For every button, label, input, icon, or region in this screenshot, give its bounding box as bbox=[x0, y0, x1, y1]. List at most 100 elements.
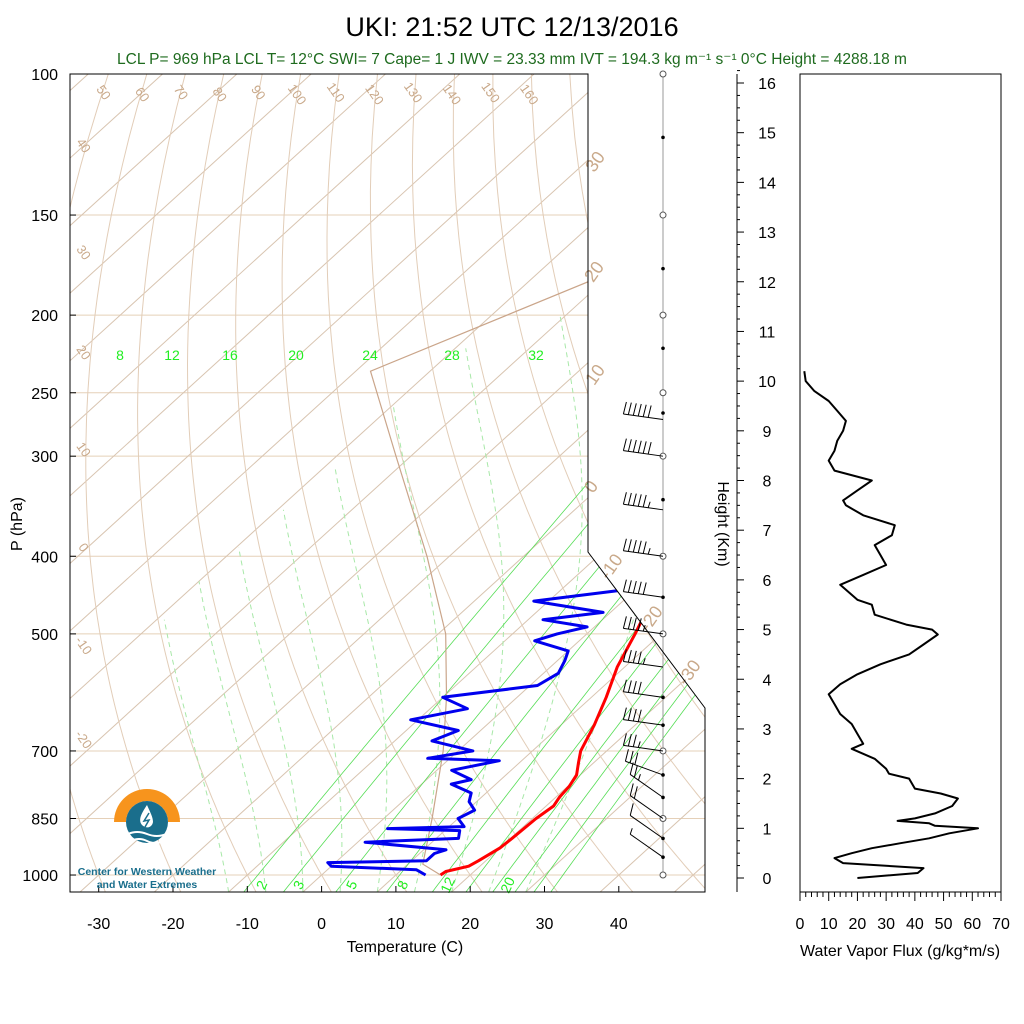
dry-adiabat-line bbox=[70, 74, 71, 892]
mixing-ratio-line bbox=[492, 392, 705, 892]
wind-barb-feather bbox=[637, 709, 642, 722]
mixing-ratio-line bbox=[514, 392, 705, 892]
height-tick-label: 4 bbox=[763, 672, 772, 689]
wind-barb-feather bbox=[637, 651, 642, 664]
dry-adiabat-label: 100 bbox=[285, 81, 310, 107]
isotherm-line bbox=[70, 74, 535, 892]
isotherm-line bbox=[70, 74, 386, 892]
pressure-tick-label: 300 bbox=[31, 449, 58, 466]
dry-adiabat-label: 130 bbox=[401, 79, 426, 105]
temperature-axis-label: Temperature (C) bbox=[347, 939, 463, 956]
wind-barb-half-feather bbox=[637, 741, 641, 748]
mixing-ratio-label: 28 bbox=[444, 347, 460, 363]
mixing-ratio-label: 24 bbox=[362, 347, 378, 363]
dry-adiabat-label: 80 bbox=[209, 84, 230, 104]
wind-barb-feather bbox=[632, 493, 637, 506]
dry-adiabat-line bbox=[452, 74, 705, 892]
wind-barb-feather bbox=[632, 439, 637, 453]
dry-adiabat-line bbox=[492, 74, 705, 892]
isotherm-label: 40 bbox=[73, 135, 94, 155]
wind-barb-feather bbox=[622, 679, 627, 692]
wind-barb-feather bbox=[637, 440, 642, 453]
wind-dot bbox=[661, 135, 665, 140]
moist-adiabat-line bbox=[334, 467, 388, 892]
height-tick-label: 12 bbox=[758, 275, 776, 292]
flux-axis-label: Water Vapor Flux (g/kg*m/s) bbox=[800, 943, 1000, 960]
skewt-frame bbox=[69, 73, 706, 893]
wind-barb-feather bbox=[622, 733, 627, 746]
isotherm-label: -10 bbox=[72, 633, 95, 657]
dry-adiabat-line bbox=[186, 74, 332, 892]
dry-adiabat-label: 90 bbox=[248, 82, 269, 102]
wind-barb-feather bbox=[627, 492, 632, 506]
temperature-tick-label: 30 bbox=[536, 916, 554, 933]
dry-adiabat-line bbox=[801, 74, 1024, 892]
wind-barbs bbox=[622, 70, 667, 879]
wind-barb-feather bbox=[629, 803, 634, 816]
pressure-tick-label: 850 bbox=[31, 811, 58, 828]
dry-adiabat-line bbox=[70, 74, 109, 892]
height-tick-label: 6 bbox=[763, 573, 772, 590]
height-tick-label: 0 bbox=[763, 871, 772, 888]
dry-adiabat-line bbox=[411, 74, 705, 892]
isotherm-line bbox=[376, 74, 705, 892]
isotherm-label: -20 bbox=[72, 727, 95, 751]
mixing-ratio-line bbox=[550, 392, 705, 892]
wind-barb-shaft bbox=[629, 815, 664, 839]
dry-adiabat-label: 110 bbox=[324, 80, 348, 106]
wind-barb-feather bbox=[632, 708, 637, 722]
logo-sun-arc bbox=[114, 789, 180, 822]
pressure-tick-label: 1000 bbox=[22, 868, 58, 885]
wind-barb-feather bbox=[629, 783, 634, 796]
skewt-background bbox=[70, 74, 1024, 892]
height-tick-label: 5 bbox=[763, 623, 772, 640]
wind-level-marker bbox=[659, 871, 667, 879]
mixing-ratio-label: 20 bbox=[497, 874, 518, 895]
wind-barb-feather bbox=[632, 681, 637, 694]
wind-barb-feather bbox=[627, 539, 632, 552]
wind-barb-feather bbox=[627, 680, 632, 693]
flux-series bbox=[803, 371, 979, 879]
temperature-tick-label: -20 bbox=[161, 916, 184, 933]
logo-wave bbox=[127, 831, 167, 837]
mixing-ratio-line bbox=[243, 392, 666, 892]
pressure-tick-label: 150 bbox=[31, 208, 58, 225]
flux-tick-label: 30 bbox=[877, 916, 895, 933]
dry-adiabat-line bbox=[137, 74, 257, 892]
wind-barb-feather bbox=[647, 405, 652, 418]
height-tick-label: 3 bbox=[763, 722, 772, 739]
wind-barb-feather bbox=[627, 439, 632, 452]
wind-barb-feather bbox=[627, 708, 632, 721]
mixing-ratio-line bbox=[283, 392, 700, 892]
mixing-ratio-label: 5 bbox=[343, 878, 361, 892]
temperature-tick-label: 0 bbox=[317, 916, 326, 933]
dry-adiabat-line bbox=[607, 74, 705, 892]
dry-adiabat-label: 120 bbox=[362, 81, 387, 107]
height-tick-label: 15 bbox=[758, 126, 776, 143]
flux-profile-line bbox=[803, 371, 979, 879]
isotherm-label-right: -20 bbox=[635, 602, 666, 635]
mixing-ratio-line bbox=[386, 392, 705, 892]
isotherm-line bbox=[70, 74, 705, 892]
isotherm-line bbox=[70, 74, 609, 892]
skewt-plot-border bbox=[69, 73, 706, 893]
wind-level-marker bbox=[659, 389, 667, 397]
height-tick-label: 13 bbox=[758, 225, 776, 242]
wind-barb-feather bbox=[629, 750, 634, 764]
pressure-tick-label: 250 bbox=[31, 386, 58, 403]
mixing-ratio-label: 16 bbox=[222, 347, 238, 363]
temperature-tick-label: 40 bbox=[610, 916, 628, 933]
moist-adiabat-line bbox=[238, 547, 304, 892]
flux-plot-frame bbox=[799, 73, 1002, 893]
wind-barb-feather bbox=[624, 749, 629, 762]
moist-adiabat-line bbox=[488, 315, 583, 892]
temperature-tick-label: -10 bbox=[236, 916, 259, 933]
wind-barb-feather bbox=[627, 733, 632, 747]
wind-barb-feather bbox=[622, 538, 627, 551]
wind-barb-half-feather bbox=[647, 501, 651, 508]
chart-title: UKI: 21:52 UTC 12/13/2016 bbox=[345, 12, 678, 42]
wind-barb-feather bbox=[627, 650, 632, 663]
isotherm-line bbox=[70, 74, 312, 892]
